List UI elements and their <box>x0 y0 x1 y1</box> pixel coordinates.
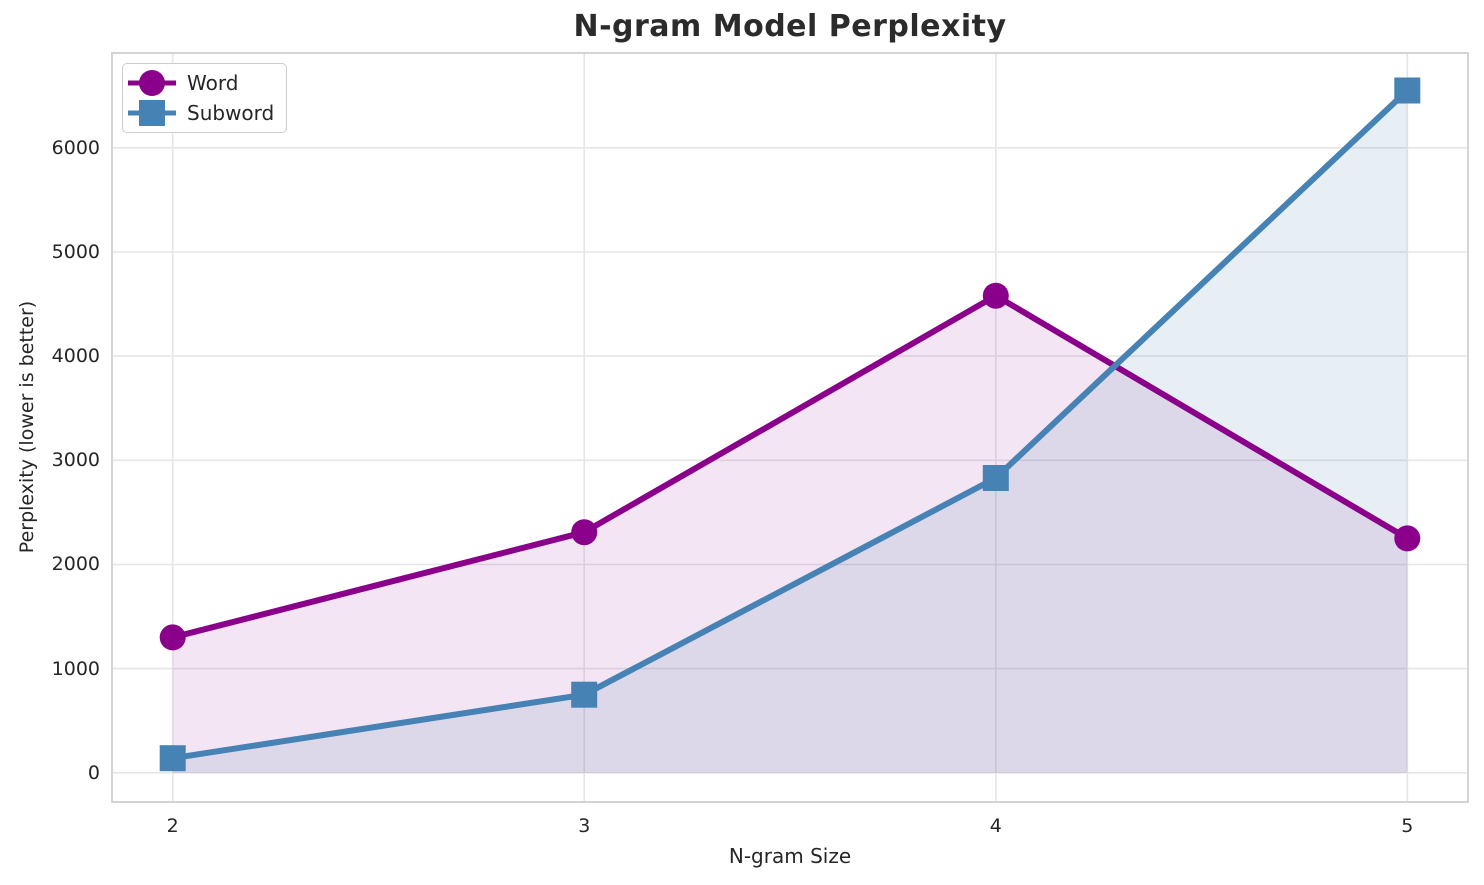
legend-label-word: Word <box>187 71 239 95</box>
legend-entry-subword: Subword <box>127 98 274 128</box>
y-tick-label: 6000 <box>51 136 100 159</box>
legend: Word Subword <box>122 63 288 133</box>
y-tick-label: 1000 <box>51 657 100 680</box>
word-marker <box>1394 525 1421 552</box>
word-line-circle-marker-icon <box>128 70 176 96</box>
subword-marker <box>1394 77 1421 104</box>
plot-area <box>111 52 1469 803</box>
plot-border <box>111 52 1469 803</box>
subword-marker <box>571 681 598 708</box>
subword-series-line <box>169 87 1411 762</box>
legend-label-subword: Subword <box>187 101 275 125</box>
plot-svg <box>111 52 1469 803</box>
y-tick-label: 0 <box>87 761 100 784</box>
x-axis-label: N-gram Size <box>728 844 852 868</box>
word-fill-area <box>172 295 1408 773</box>
y-tick-label: 5000 <box>51 240 100 263</box>
x-tick-label: 4 <box>989 815 1002 837</box>
y-axis-label: Perplexity (lower is better) <box>16 300 38 554</box>
y-tick-label: 4000 <box>51 345 100 368</box>
word-series-line <box>169 292 1411 641</box>
word-marker <box>571 519 598 546</box>
subword-marker <box>982 465 1009 491</box>
subword-marker <box>159 745 186 772</box>
legend-entry-word: Word <box>127 68 274 98</box>
chart-title: N-gram Model Perplexity <box>573 9 1007 44</box>
subword-line-square-marker-icon <box>128 100 176 126</box>
x-tick-label: 3 <box>578 815 591 837</box>
word-marker <box>982 282 1009 309</box>
y-tick-label: 2000 <box>51 553 100 576</box>
x-tick-label: 2 <box>166 815 179 837</box>
word-marker <box>159 624 186 651</box>
x-tick-label: 5 <box>1401 815 1414 837</box>
subword-fill-area <box>172 90 1408 773</box>
y-tick-label: 3000 <box>51 449 100 472</box>
